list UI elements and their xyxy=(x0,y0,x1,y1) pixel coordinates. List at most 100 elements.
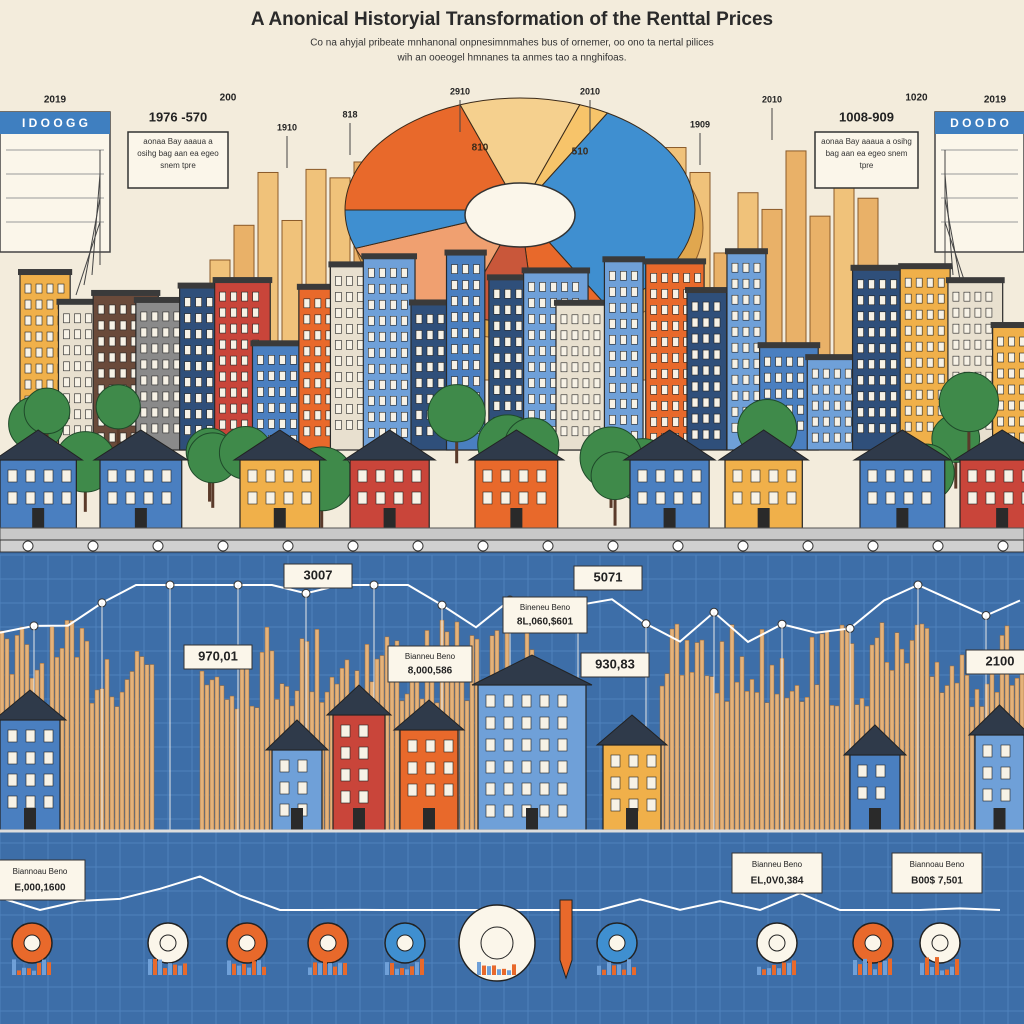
bar xyxy=(704,675,710,831)
window xyxy=(985,307,993,318)
window xyxy=(903,469,914,483)
window xyxy=(521,716,532,730)
roof xyxy=(945,277,1005,284)
window xyxy=(650,289,658,299)
door xyxy=(663,508,676,530)
window xyxy=(1019,432,1024,443)
window xyxy=(890,391,897,402)
window xyxy=(637,491,648,505)
window xyxy=(140,407,148,418)
window xyxy=(143,491,154,505)
window xyxy=(504,385,512,395)
window xyxy=(539,330,546,340)
bar xyxy=(714,692,720,831)
window xyxy=(637,469,648,483)
window xyxy=(379,331,386,342)
window xyxy=(401,395,408,406)
window xyxy=(279,387,286,397)
window xyxy=(425,739,436,753)
window xyxy=(822,400,830,411)
window xyxy=(24,283,32,294)
window xyxy=(610,798,621,812)
window xyxy=(691,349,699,360)
window xyxy=(151,327,159,338)
callout-note-wrap: aonaa Bay aaaua a osihg bag aan ea egeo … xyxy=(821,137,912,170)
window xyxy=(407,761,418,775)
window xyxy=(346,356,353,366)
window xyxy=(61,469,72,483)
bar xyxy=(74,656,80,831)
window xyxy=(1008,368,1015,379)
window xyxy=(206,393,213,403)
mini-bar xyxy=(148,959,152,975)
bar xyxy=(699,639,705,831)
window xyxy=(915,277,923,288)
window xyxy=(582,378,590,389)
window xyxy=(368,267,375,278)
bar xyxy=(819,633,825,831)
window xyxy=(7,491,18,505)
window xyxy=(462,360,469,370)
window xyxy=(437,378,445,388)
subtitle: Co na ahyjal pribeate mnhanonal onpnesim… xyxy=(310,38,714,49)
window xyxy=(1008,336,1015,347)
window xyxy=(195,361,202,371)
mini-bar xyxy=(252,961,256,975)
window xyxy=(358,746,369,760)
window xyxy=(811,400,819,411)
mini-bar xyxy=(920,962,924,975)
window xyxy=(921,469,932,483)
window xyxy=(974,323,982,334)
window xyxy=(731,326,739,337)
window xyxy=(335,420,342,430)
window xyxy=(335,276,342,286)
window xyxy=(43,795,54,809)
window xyxy=(539,760,550,774)
mini-bar xyxy=(257,960,261,975)
window xyxy=(368,363,375,374)
icon-core xyxy=(23,934,41,952)
window xyxy=(151,391,159,402)
window xyxy=(610,776,621,790)
window xyxy=(857,423,864,434)
bar xyxy=(929,676,935,831)
window xyxy=(631,382,638,393)
mini-bar xyxy=(163,968,167,975)
window xyxy=(528,362,535,372)
window xyxy=(742,374,750,385)
roof xyxy=(643,258,707,265)
bar xyxy=(824,631,830,831)
house-roof xyxy=(967,704,1024,736)
window xyxy=(85,393,92,404)
window xyxy=(252,291,259,302)
mini-bar xyxy=(153,958,157,975)
layers: I D O O G G 2019 D O O D O 2019 200 1976 -570… xyxy=(0,86,1024,1024)
bar xyxy=(769,664,775,831)
mini-bar xyxy=(792,960,796,975)
window xyxy=(786,469,797,483)
window xyxy=(335,324,342,334)
roof xyxy=(91,289,161,296)
ground xyxy=(0,527,1024,541)
window xyxy=(297,759,308,773)
window xyxy=(303,346,311,357)
window xyxy=(1000,766,1011,780)
door xyxy=(993,808,1006,830)
window xyxy=(937,293,945,304)
window xyxy=(119,368,127,379)
window xyxy=(173,391,181,402)
window xyxy=(661,289,669,299)
window xyxy=(451,312,458,322)
window xyxy=(560,378,568,389)
window xyxy=(462,264,469,274)
window xyxy=(462,312,469,322)
bar xyxy=(954,682,960,831)
window xyxy=(572,282,579,292)
window xyxy=(346,340,353,350)
subtitle: wih an ooeogel hmnanes ta anmes tao a nn… xyxy=(396,53,626,64)
bar xyxy=(264,626,270,831)
window xyxy=(539,410,546,420)
mini-bar xyxy=(607,962,611,975)
window xyxy=(963,323,971,334)
